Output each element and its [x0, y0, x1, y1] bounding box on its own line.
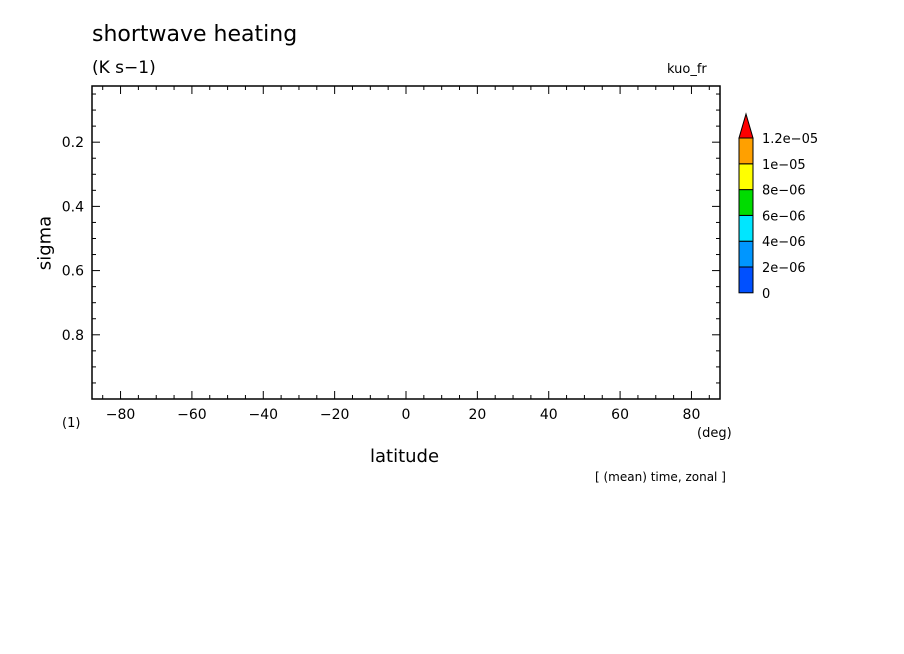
x-tick-label: 20: [468, 407, 486, 423]
colorbar-overflow-triangle: [738, 112, 754, 139]
units-label: (K s−1): [92, 58, 156, 78]
colorbar-label: 8e−06: [762, 184, 806, 199]
x-tick-label: −40: [248, 407, 278, 423]
colorbar-swatch: [738, 163, 754, 191]
x-tick-label: −80: [106, 407, 136, 423]
run-label: kuo_fr: [667, 62, 707, 77]
colorbar-label: 0: [762, 287, 770, 302]
y-axis-ticks: 0.2 0.4 0.6 0.8: [62, 93, 720, 384]
x-tick-label: 40: [540, 407, 558, 423]
y-tick-label: 0.8: [62, 328, 84, 344]
x-axis-ticks: −80 −60 −40 −20 0 20 40 60 80: [102, 86, 710, 423]
colorbar-label: 1.2e−05: [762, 132, 818, 147]
colorbar-label: 6e−06: [762, 209, 806, 224]
x-tick-label: 80: [683, 407, 701, 423]
y-tick-label: 0.4: [62, 199, 84, 215]
panel-label: (1): [62, 416, 81, 431]
colorbar-swatch: [738, 266, 754, 294]
plot-frame: [91, 85, 721, 400]
colorbar-label: 4e−06: [762, 235, 806, 250]
colorbar-label: 1e−05: [762, 158, 806, 173]
x-axis-unit: (deg): [697, 426, 732, 441]
x-tick-label: −60: [177, 407, 207, 423]
colorbar-swatch: [738, 214, 754, 242]
x-tick-label: 60: [611, 407, 629, 423]
chart-title: shortwave heating: [92, 22, 298, 47]
y-tick-label: 0.2: [62, 135, 84, 151]
colorbar-swatch: [738, 189, 754, 216]
colorbar-label: 2e−06: [762, 261, 806, 276]
x-axis-label: latitude: [370, 446, 440, 467]
y-tick-label: 0.6: [62, 264, 84, 280]
x-tick-label: −20: [320, 407, 350, 423]
colorbar: 0 2e−06 4e−06 6e−06 8e−06 1e−05 1.2e−05: [738, 112, 818, 302]
colorbar-swatch: [738, 240, 754, 268]
averaging-note: [ (mean) time, zonal ]: [595, 470, 726, 484]
x-tick-label: 0: [402, 407, 411, 423]
colorbar-swatch: [738, 137, 754, 165]
